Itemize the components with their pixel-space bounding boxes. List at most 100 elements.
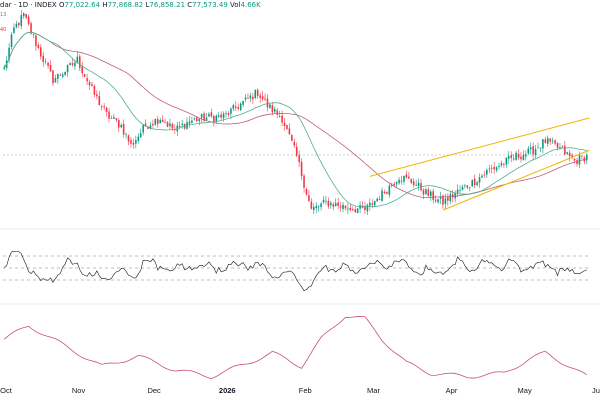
candle (188, 116, 191, 128)
candle (161, 115, 164, 123)
candle-body (110, 118, 113, 119)
candle (261, 90, 264, 102)
candle (344, 205, 347, 211)
candle-body (549, 138, 552, 142)
candle-body (264, 98, 266, 100)
moving-average-slow (3, 32, 587, 198)
candle-body (339, 206, 342, 208)
candle-body (171, 124, 174, 129)
candle (388, 182, 391, 198)
candle-body (8, 47, 10, 60)
candle-body (373, 201, 376, 206)
candle-body (249, 95, 252, 99)
candle-body (142, 124, 144, 133)
candle-body (193, 118, 196, 120)
candle (539, 147, 542, 153)
candle-body (571, 155, 573, 158)
candle-body (403, 175, 405, 182)
candle-body (493, 167, 495, 170)
candle (361, 200, 364, 209)
candle-body (281, 115, 283, 123)
candle-body (554, 140, 556, 144)
candle (193, 116, 196, 121)
candle (210, 108, 213, 119)
candle (276, 107, 279, 119)
candle-body (3, 67, 6, 69)
candle-body (225, 113, 227, 114)
candle-body (425, 189, 427, 195)
candle (10, 31, 13, 50)
candle-body (517, 153, 520, 158)
candle (544, 136, 547, 144)
candle-body (542, 139, 544, 149)
candle-body (156, 119, 159, 124)
candle (466, 185, 469, 190)
candle (139, 128, 142, 138)
candle-body (213, 115, 215, 122)
candle-body (293, 141, 296, 146)
candle (317, 205, 320, 212)
candle (447, 193, 449, 206)
candle-body (337, 202, 339, 206)
ohlc-open-value: 77,022.64 (64, 1, 101, 9)
candle (181, 119, 183, 129)
candle (573, 158, 576, 164)
candle (478, 173, 481, 188)
candle-body (332, 204, 335, 207)
candle-body (247, 97, 249, 99)
candle (215, 114, 218, 124)
candle-body (308, 195, 310, 201)
candle-body (81, 66, 84, 74)
candle-body (39, 47, 42, 57)
candle (137, 133, 140, 144)
candle-body (15, 23, 18, 28)
candle (44, 58, 47, 65)
candle (64, 71, 66, 76)
candle (486, 168, 488, 178)
candle-body (515, 152, 517, 160)
candle-body (576, 160, 578, 164)
candle (273, 106, 276, 114)
candle (269, 103, 271, 109)
oscillator-pane[interactable] (3, 316, 588, 380)
candle-body (144, 123, 147, 127)
candle (30, 21, 32, 36)
volume-value: 4.66K (240, 1, 261, 9)
candle-body (108, 111, 110, 119)
candle-body (378, 199, 381, 200)
candle-body (27, 16, 30, 25)
candle (130, 137, 132, 148)
candle (546, 135, 549, 147)
x-tick-label: Dec (147, 386, 161, 395)
candle-body (164, 122, 166, 123)
candle (288, 123, 291, 136)
candle-body (137, 136, 140, 141)
price-pane[interactable] (0, 10, 600, 305)
candle-body (98, 96, 101, 106)
candle-body (49, 64, 52, 72)
candle (386, 191, 388, 195)
candle (115, 118, 118, 123)
candle-body (347, 208, 349, 210)
candle-body (278, 116, 281, 118)
candle-body (195, 117, 198, 122)
candle-body (47, 62, 49, 66)
candle (93, 84, 96, 98)
candle-body (154, 119, 157, 125)
candle (213, 114, 215, 127)
ohlc-high-value: 77,868.82 (107, 1, 144, 9)
candle-body (544, 139, 547, 143)
candle (66, 64, 69, 78)
candle-body (261, 96, 264, 100)
rsi-line (4, 250, 587, 292)
candle-body (412, 181, 415, 186)
candle-body (361, 205, 364, 208)
candle (264, 93, 266, 102)
candle-body (449, 194, 452, 202)
candle (135, 135, 137, 149)
candle (337, 197, 339, 210)
candle (220, 111, 222, 120)
candle-body (466, 185, 469, 188)
rsi-pane[interactable] (3, 250, 588, 292)
